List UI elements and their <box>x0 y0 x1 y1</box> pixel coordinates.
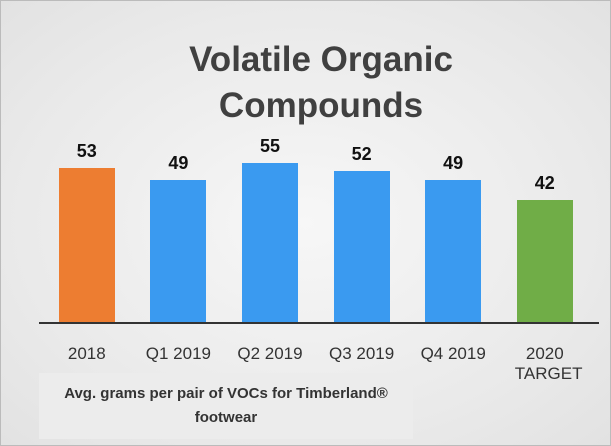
x-tick-label: Q1 2019 <box>145 344 211 363</box>
x-tick-label: Q4 2019 <box>420 344 486 363</box>
baseline <box>39 322 599 324</box>
x-tick-label: 2018 <box>67 344 106 363</box>
data-label: 52 <box>351 144 372 165</box>
bar <box>242 162 298 322</box>
data-label: 49 <box>168 152 189 173</box>
bar <box>58 168 115 322</box>
chart-title: Volatile Organic Compounds <box>189 40 453 125</box>
x-tick-label: Q2 2019 <box>237 344 303 363</box>
data-label: 55 <box>259 135 281 156</box>
note: Avg. grams per pair of VOCs for Timberla… <box>39 373 413 439</box>
bar <box>516 200 573 322</box>
bar <box>425 179 482 322</box>
bar <box>150 179 207 322</box>
data-label: 42 <box>534 173 555 194</box>
x-tick-label: Q3 2019 <box>328 344 395 363</box>
data-label: 49 <box>443 152 464 173</box>
bar <box>333 171 390 322</box>
x-tick-label: 2020 TARGET <box>514 344 583 383</box>
data-label: 53 <box>76 141 97 162</box>
